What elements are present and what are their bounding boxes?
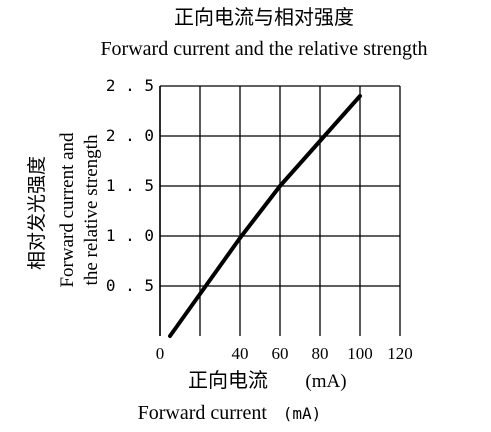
y-axis-label-en-line1: Forward current and — [57, 132, 78, 288]
x-tick-label-60: 60 — [272, 344, 289, 363]
chart-subtitle: Forward current and the relative strengt… — [100, 38, 427, 60]
chart-title: 正向电流与相对强度 — [174, 6, 354, 29]
y-tick-label-2: 2 . 0 — [106, 126, 154, 145]
y-tick-label-0.5: 0 . 5 — [106, 276, 154, 295]
x-tick-label-80: 80 — [312, 344, 329, 363]
grid-layer — [159, 85, 401, 336]
y-axis-label-en-line2: the relative strength — [81, 134, 102, 285]
x-axis-label-en-unit: (mA) — [283, 404, 322, 423]
x-tick-label-100: 100 — [347, 344, 373, 363]
y-tick-label-1: 1 . 0 — [106, 226, 154, 245]
x-axis-label-cn-unit: (mA) — [305, 371, 346, 392]
y-tick-labels: 0 . 5 1 . 0 1 . 5 2 . 0 2 . 5 — [106, 76, 154, 295]
x-tick-label-0: 0 — [156, 344, 165, 363]
y-tick-label-1.5: 1 . 5 — [106, 176, 154, 195]
x-tick-label-120: 120 — [387, 344, 413, 363]
y-tick-label-2.5: 2 . 5 — [106, 76, 154, 95]
x-axis-label-cn-group: 正向电流 (mA) — [188, 369, 347, 392]
x-tick-label-40: 40 — [232, 344, 249, 363]
series-line-0 — [168, 94, 362, 338]
x-tick-labels: 0 40 60 80 100 120 — [156, 344, 413, 363]
x-axis-label-en: Forward current — [138, 402, 268, 424]
x-axis-label-en-group: Forward current (mA) — [138, 402, 322, 424]
y-axis-label-cn: 相对发光强度 — [26, 156, 48, 270]
x-axis-label-cn: 正向电流 — [188, 369, 268, 392]
series-layer — [168, 94, 362, 338]
